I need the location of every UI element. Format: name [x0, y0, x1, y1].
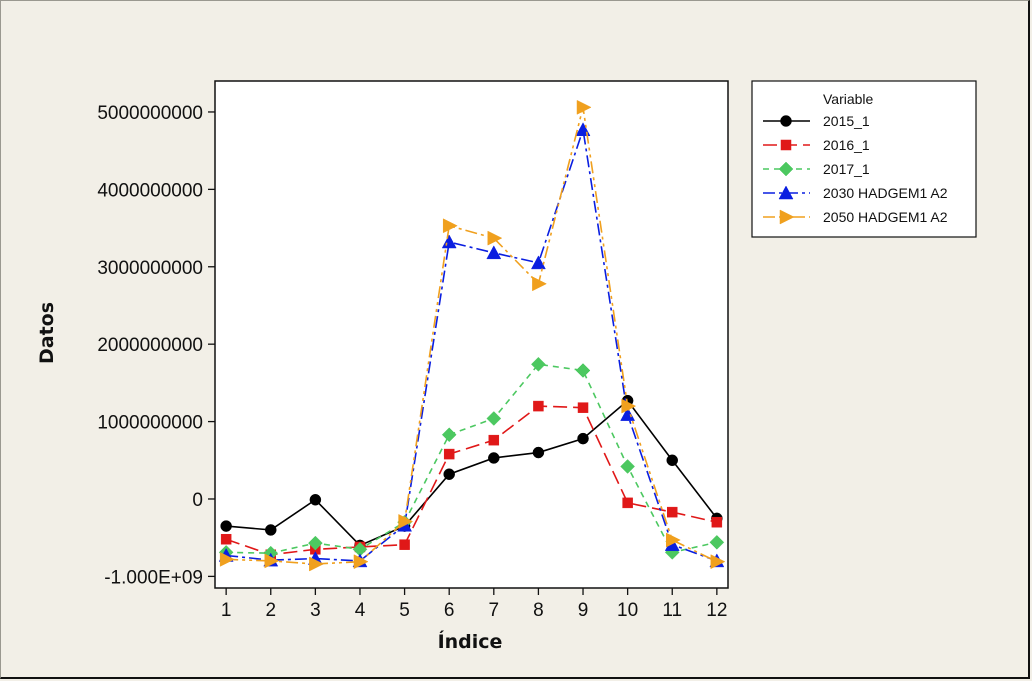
legend: Variable 2015_1 2016_1 2017_1 2030 HADGEM1 …	[751, 80, 977, 238]
data-point	[486, 245, 502, 260]
x-tick-label: 9	[578, 600, 589, 621]
legend-label: 2017_1	[823, 161, 870, 177]
data-point	[666, 506, 678, 518]
x-tick-label: 5	[399, 600, 410, 621]
legend-item: 2050 HADGEM1 A2	[763, 209, 948, 225]
y-tick-label: -1.000E+09	[104, 567, 203, 588]
data-point	[443, 468, 455, 480]
legend-label: 2050 HADGEM1 A2	[823, 209, 948, 225]
data-point	[577, 402, 589, 413]
x-tick-label: 4	[355, 600, 366, 621]
data-point	[399, 539, 410, 550]
series-line	[225, 405, 718, 556]
data-point	[577, 432, 589, 445]
y-tick-label: 3000000000	[97, 258, 203, 279]
legend-label: 2016_1	[823, 137, 870, 153]
legend-marker	[778, 185, 794, 200]
data-point	[487, 230, 503, 246]
data-point	[575, 363, 591, 378]
y-tick-label: 4000000000	[97, 180, 203, 201]
series-5	[219, 99, 726, 572]
x-tick-label: 10	[617, 600, 638, 621]
data-point	[666, 454, 678, 467]
data-point	[531, 356, 546, 372]
x-tick-label: 2	[265, 600, 276, 621]
data-point	[530, 255, 546, 270]
data-point	[665, 532, 681, 548]
y-tick-label: 0	[192, 490, 203, 511]
legend-item: 2016_1	[763, 137, 870, 153]
x-axis: 1 2 3 4 5 6 7 8 9 10 11 12	[221, 588, 727, 621]
data-point	[442, 218, 458, 234]
series-line	[226, 129, 718, 562]
data-point	[488, 452, 500, 464]
data-point	[441, 427, 457, 443]
data-point	[265, 524, 277, 536]
legend-item: 2017_1	[763, 161, 870, 177]
data-point	[532, 276, 547, 292]
legend-item: 2030 HADGEM1 A2	[763, 185, 948, 201]
data-point	[709, 534, 725, 550]
series-line	[226, 107, 718, 565]
series-line	[226, 399, 718, 547]
data-point	[309, 494, 322, 506]
y-tick-label: 2000000000	[97, 335, 203, 356]
legend-label: 2030 HADGEM1 A2	[823, 185, 948, 201]
data-point	[620, 459, 635, 474]
legend-box	[751, 80, 977, 238]
legend-items: 2015_1 2016_1 2017_1 2030 HADGEM1 A2 2050 HA…	[763, 113, 948, 225]
data-point	[533, 400, 544, 412]
data-point	[220, 520, 232, 532]
data-point	[219, 551, 235, 567]
x-axis-title: Índice	[438, 630, 503, 653]
data-point	[308, 535, 323, 551]
y-axis: 5000000000 4000000000 3000000000 2000000000…	[97, 103, 215, 588]
series-group	[218, 99, 726, 572]
y-tick-label: 5000000000	[97, 103, 203, 124]
x-tick-label: 8	[533, 600, 544, 621]
legend-marker	[778, 161, 794, 177]
data-point	[443, 448, 455, 460]
legend-item: 2015_1	[763, 113, 870, 129]
data-point	[532, 446, 545, 459]
x-tick-label: 1	[221, 600, 232, 621]
x-tick-label: 6	[444, 600, 455, 621]
data-point	[398, 514, 414, 529]
data-point	[711, 516, 723, 528]
y-tick-label: 1000000000	[97, 413, 203, 434]
data-point	[488, 434, 500, 446]
x-tick-label: 11	[662, 600, 682, 621]
data-point	[309, 556, 324, 572]
plot-area	[214, 80, 729, 589]
x-tick-label: 12	[706, 600, 727, 621]
series-line	[226, 363, 718, 554]
legend-marker	[780, 115, 792, 127]
legend-title: Variable	[823, 91, 874, 107]
data-point	[622, 497, 633, 509]
data-point	[576, 99, 592, 115]
data-point	[264, 553, 280, 569]
x-tick-label: 7	[489, 600, 500, 621]
y-axis-title: Datos	[36, 302, 58, 364]
data-point	[353, 554, 369, 570]
data-point	[220, 533, 232, 545]
data-point	[710, 554, 726, 570]
legend-marker	[780, 139, 792, 151]
legend-label: 2015_1	[823, 113, 870, 129]
legend-marker	[779, 209, 795, 225]
data-point	[621, 398, 637, 414]
x-tick-label: 3	[310, 600, 321, 621]
data-point	[486, 411, 502, 426]
